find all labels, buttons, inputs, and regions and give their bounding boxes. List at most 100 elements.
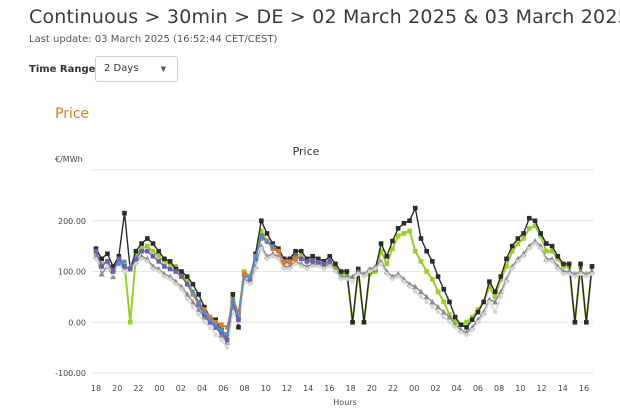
data-point [435, 304, 442, 310]
data-point [173, 269, 179, 274]
data-point [253, 255, 258, 260]
data-point [538, 246, 543, 251]
data-point [475, 307, 481, 312]
data-point [441, 286, 447, 292]
data-point [566, 261, 572, 267]
data-point [247, 275, 252, 280]
data-point [504, 264, 509, 269]
data-point [145, 243, 150, 249]
data-point [584, 274, 589, 279]
data-point [299, 264, 304, 269]
data-point [526, 215, 532, 221]
data-point [259, 228, 264, 234]
data-point [133, 253, 139, 259]
data-point [93, 248, 99, 254]
data-point [481, 299, 486, 305]
data-point [236, 325, 241, 330]
data-point [498, 294, 503, 299]
data-point [390, 246, 395, 251]
data-point [122, 261, 127, 267]
x-tick-label: 02 [430, 384, 440, 393]
x-axis-label: Hours [333, 398, 356, 407]
data-point [207, 319, 213, 325]
data-point [293, 256, 298, 262]
data-point [538, 231, 543, 236]
data-point [430, 305, 435, 310]
data-point [423, 293, 430, 300]
data-point [469, 317, 475, 323]
data-point [93, 246, 99, 251]
data-point [173, 282, 178, 287]
data-point [202, 312, 207, 317]
data-point [378, 241, 384, 246]
data-point [179, 269, 184, 274]
data-point [224, 337, 230, 343]
data-point [162, 264, 167, 269]
data-point [561, 264, 566, 269]
data-point [350, 279, 355, 284]
data-point [515, 259, 520, 264]
data-point [532, 241, 537, 246]
data-point [179, 274, 184, 279]
data-point [310, 253, 315, 259]
data-point [395, 226, 401, 231]
data-point [441, 315, 446, 320]
data-point [138, 253, 145, 259]
time-range-select[interactable]: 2 Days ▼ [95, 56, 178, 82]
data-point [515, 236, 521, 241]
data-point [532, 223, 538, 229]
data-point [435, 289, 441, 295]
data-point [122, 210, 127, 216]
data-point [555, 256, 561, 262]
data-point [509, 243, 515, 249]
x-tick-label: 02 [176, 384, 186, 393]
data-point [349, 273, 356, 280]
data-point [110, 264, 116, 269]
data-point [589, 268, 595, 274]
data-point [122, 269, 127, 274]
data-point [207, 314, 213, 320]
data-point [150, 253, 156, 259]
data-point [270, 245, 275, 250]
data-point [139, 248, 144, 254]
data-point [105, 251, 110, 257]
y-tick-label: -100.00 [55, 369, 86, 378]
data-point [242, 274, 247, 279]
data-point [219, 338, 224, 343]
data-point [93, 253, 99, 259]
data-point [395, 271, 402, 277]
data-point [94, 256, 98, 261]
x-tick-label: 12 [282, 384, 292, 393]
data-point [213, 325, 219, 330]
data-point [361, 274, 366, 279]
x-tick-label: 16 [579, 384, 589, 393]
data-point [327, 253, 333, 259]
data-point [144, 255, 151, 262]
data-point [202, 310, 207, 315]
data-point [304, 259, 310, 264]
y-tick-label: 0.00 [68, 318, 86, 327]
data-point [293, 251, 298, 257]
x-tick-label: 06 [473, 384, 483, 393]
data-point [139, 256, 144, 261]
data-point [549, 255, 556, 262]
data-point [133, 256, 139, 262]
data-point [413, 289, 418, 294]
data-point [225, 332, 230, 337]
x-tick-label: 10 [515, 384, 525, 393]
data-point [287, 256, 293, 262]
data-point [219, 327, 224, 332]
data-point [321, 259, 327, 264]
data-point [241, 271, 247, 277]
data-point [407, 284, 412, 289]
data-point [150, 241, 156, 246]
data-point [555, 253, 561, 259]
data-point [133, 261, 138, 266]
data-point [99, 264, 105, 269]
data-point [150, 248, 156, 254]
data-point [458, 322, 464, 328]
data-point [122, 264, 127, 269]
data-point [447, 320, 452, 325]
data-point [270, 254, 275, 259]
data-point [435, 274, 441, 279]
